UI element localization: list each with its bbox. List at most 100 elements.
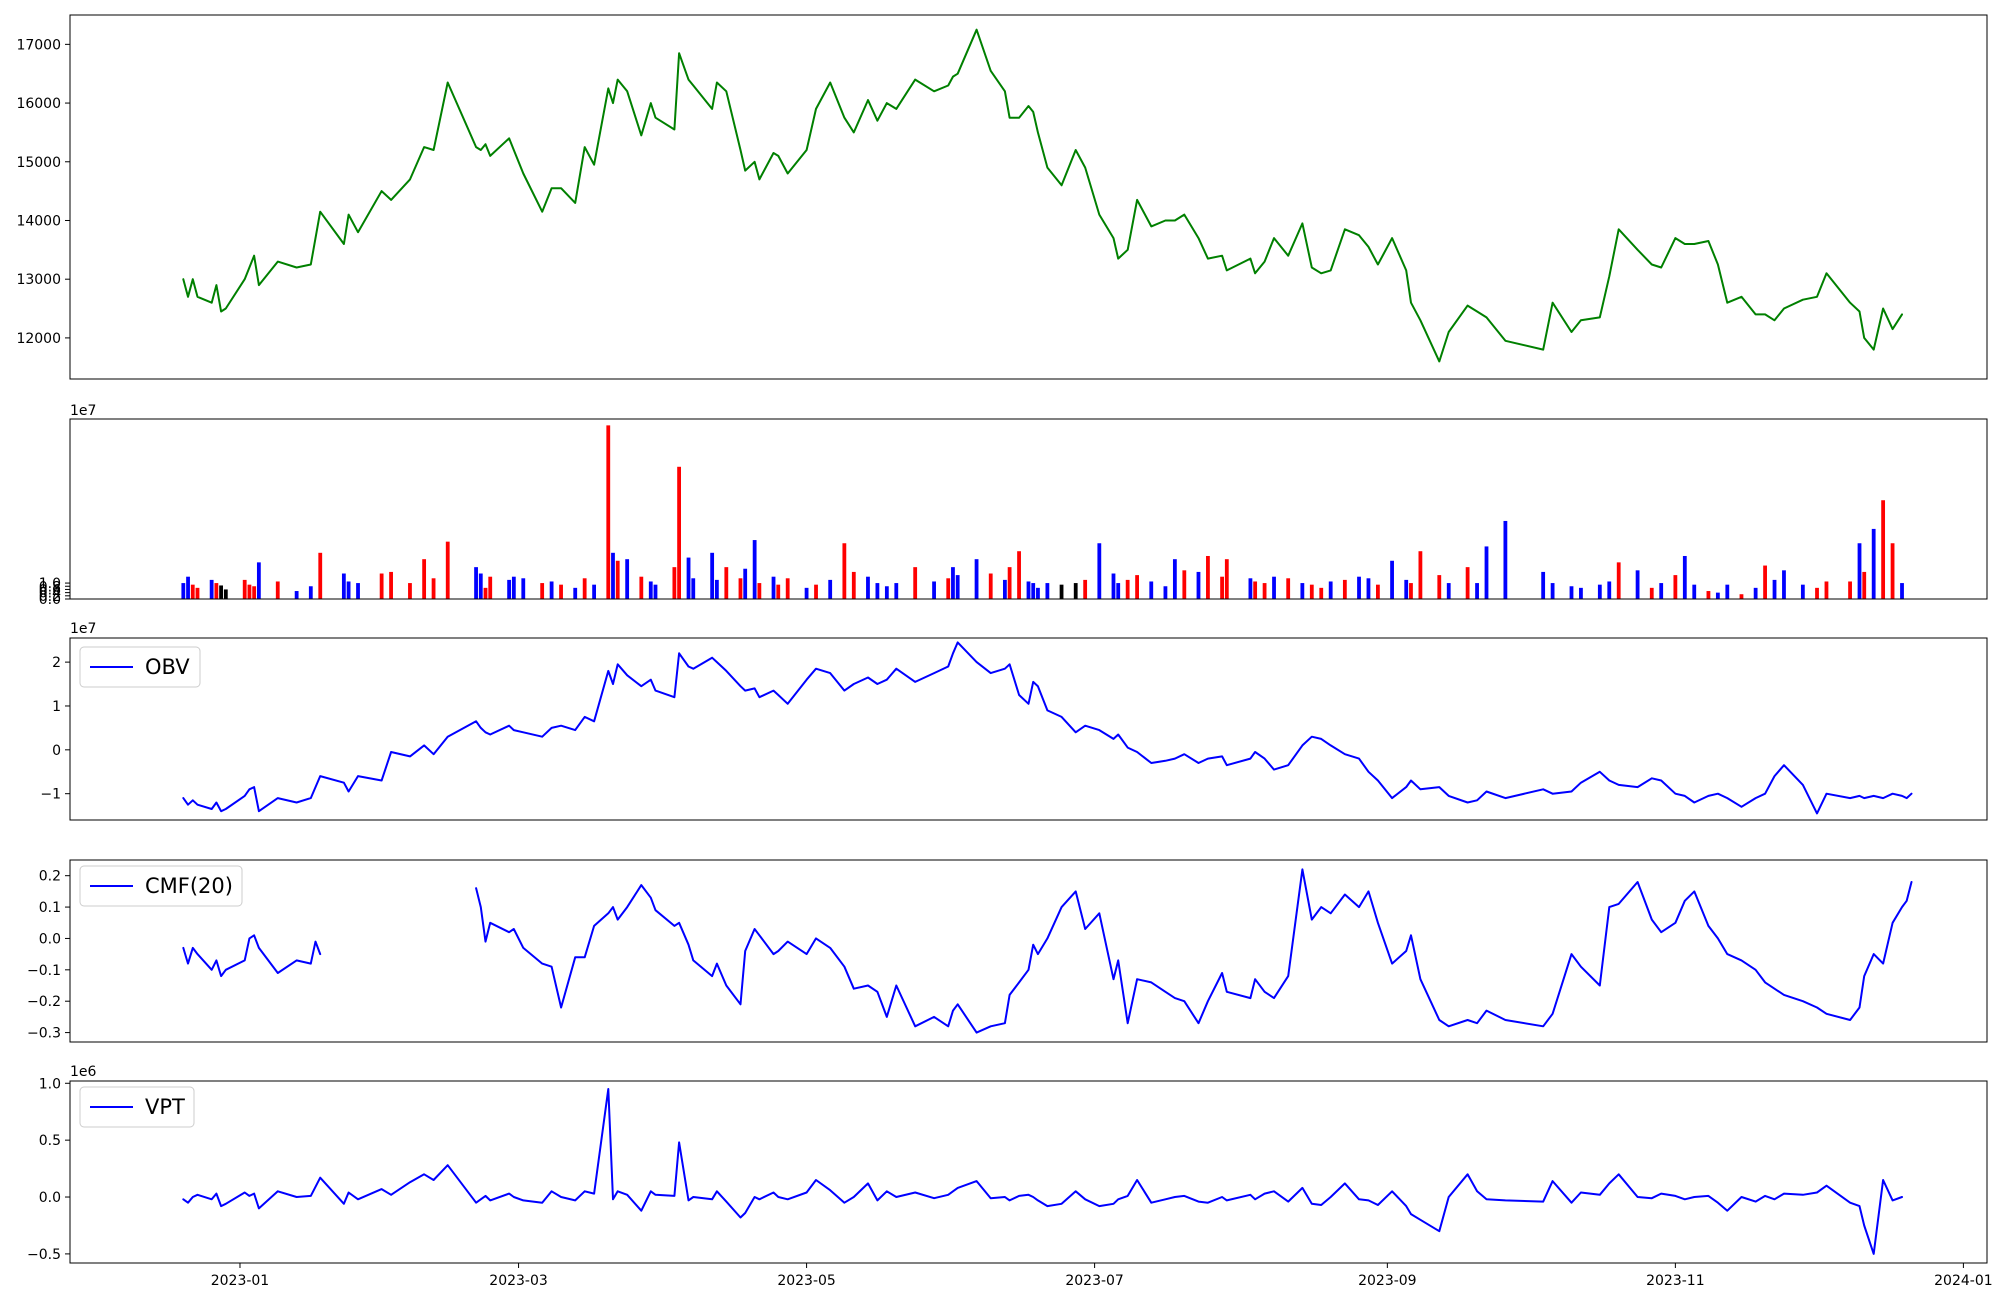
volume-bar <box>1300 583 1305 599</box>
volume-bar <box>1682 555 1687 599</box>
obv-panel: 1e7 −1 0 1 2 OBV <box>40 621 1988 821</box>
axes-frame <box>69 14 1988 380</box>
volume-bar <box>1763 565 1767 599</box>
x-tick-label: 2023-03 <box>489 1273 548 1289</box>
volume-bar <box>1376 584 1380 599</box>
y-tick-label: 0.6 <box>39 582 61 598</box>
volume-bar <box>1862 571 1867 599</box>
legend-frame <box>79 1086 195 1128</box>
volume-bar <box>1286 578 1291 599</box>
legend-frame <box>79 646 201 688</box>
volume-bar <box>988 573 993 599</box>
y-tick-label: 0.0 <box>39 931 61 947</box>
volume-bar <box>710 552 715 599</box>
volume-bar <box>814 584 818 599</box>
volume-bar <box>1135 575 1139 599</box>
volume-bar <box>247 584 252 599</box>
volume-bar <box>1248 578 1253 599</box>
volume-bar <box>1881 500 1886 599</box>
vpt-multiplier-label: 1e6 <box>70 1064 97 1080</box>
volume-bar <box>1475 583 1479 599</box>
volume-bar <box>1673 575 1678 599</box>
y-tick-label: 1.0 <box>39 576 61 592</box>
volume-bar <box>1579 587 1583 599</box>
volume-bar <box>1607 581 1612 599</box>
volume-bar <box>884 586 889 599</box>
volume-bar <box>1272 576 1276 599</box>
volume-bar <box>1007 567 1012 599</box>
volume-bar <box>776 584 781 599</box>
volume-bar <box>389 571 393 599</box>
legend-label: VPT <box>145 1095 185 1119</box>
volume-bar <box>1017 551 1021 599</box>
volume-bar <box>625 559 630 599</box>
volume-bar <box>714 579 719 599</box>
volume-bar <box>507 579 512 599</box>
volume-bar <box>1446 583 1451 599</box>
x-tick-label: 2024-01 <box>1934 1273 1993 1289</box>
volume-bar <box>592 584 597 599</box>
volume-bar <box>1206 555 1210 599</box>
volume-bar <box>1182 570 1187 599</box>
volume-bar <box>275 581 280 599</box>
volume-bar <box>785 578 790 599</box>
vpt-line <box>182 1088 1903 1255</box>
y-tick-label: 0.0 <box>39 592 61 608</box>
volume-bar <box>488 576 493 599</box>
price-line <box>182 28 1903 363</box>
volume-bar <box>1031 583 1036 599</box>
volume-bar <box>540 583 545 599</box>
y-tick-label: 0 <box>52 743 61 759</box>
volume-bar <box>1111 573 1116 599</box>
x-tick-label: 2023-09 <box>1358 1273 1417 1289</box>
volume-bar <box>1871 528 1876 599</box>
volume-bar <box>1848 581 1852 599</box>
volume-bar <box>752 540 757 599</box>
volume-bar <box>379 573 384 599</box>
volume-bar <box>483 587 488 599</box>
volume-bar <box>1503 520 1508 599</box>
axes-frame <box>69 1080 1988 1264</box>
axes-frame <box>69 859 1988 1043</box>
volume-bar <box>974 559 979 599</box>
volume-bar <box>1342 579 1347 599</box>
y-tick-label: 13000 <box>16 272 61 288</box>
volume-bar <box>181 583 186 599</box>
volume-bar <box>1706 591 1711 599</box>
volume-bar <box>606 425 611 599</box>
volume-bar <box>549 581 554 599</box>
volume-bar <box>951 567 955 599</box>
volume-bar <box>1739 594 1744 599</box>
y-tick-label: 17000 <box>16 37 61 53</box>
volume-bar <box>1815 587 1819 599</box>
volume-bar <box>1125 579 1130 599</box>
volume-bar <box>1404 579 1409 599</box>
volume-bar <box>1045 583 1050 599</box>
price-panel: 12000 13000 14000 15000 16000 17000 <box>16 14 1988 380</box>
volume-bar <box>422 559 427 599</box>
volume-bar <box>851 571 856 599</box>
volume-bar <box>932 581 936 599</box>
volume-bar <box>256 562 261 599</box>
volume-bar <box>1366 578 1371 599</box>
volume-bar <box>1036 587 1040 599</box>
volume-bar <box>757 583 762 599</box>
volume-bar <box>1390 560 1394 599</box>
legend-frame <box>79 865 243 907</box>
volume-bar <box>1465 567 1470 599</box>
volume-bar <box>1309 584 1314 599</box>
volume-bar <box>573 587 578 599</box>
volume-bar <box>1857 543 1862 599</box>
y-tick-label: 16000 <box>16 96 61 112</box>
y-tick-label: −0.1 <box>27 963 61 979</box>
volume-bar <box>894 583 899 599</box>
volume-bar <box>1649 587 1654 599</box>
volume-bar <box>346 581 351 599</box>
volume-bar <box>738 578 743 599</box>
volume-bar <box>1026 581 1031 599</box>
volume-bar <box>771 576 776 599</box>
volume-bar <box>1635 570 1640 599</box>
y-tick-label: −0.5 <box>27 1247 61 1263</box>
volume-bar <box>1541 571 1546 599</box>
